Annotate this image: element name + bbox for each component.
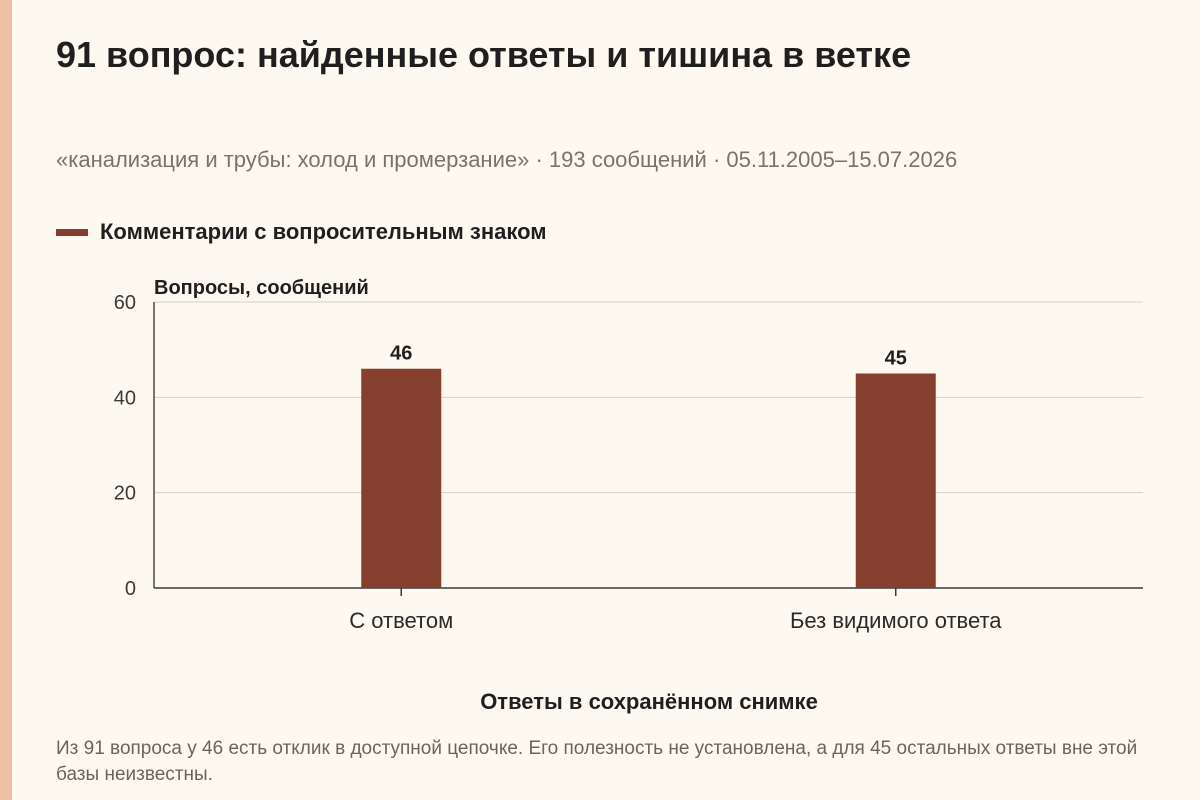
bar	[361, 368, 442, 588]
bar-chart: 0 20 40 60 Вопросы, сообщений 46 С ответом 45 Бе…	[114, 277, 1143, 714]
legend: Комментарии с вопросительным знаком	[56, 219, 547, 245]
legend-swatch	[56, 228, 88, 236]
legend-label: Комментарии с вопросительным знаком	[100, 219, 547, 244]
chart-title: 91 вопрос: найденные ответы и тишина в в…	[56, 34, 912, 75]
x-axis-label: Ответы в сохранённом снимке	[480, 689, 818, 714]
footnote: Из 91 вопроса у 46 есть отклик в доступн…	[56, 738, 1138, 785]
bar	[855, 373, 936, 588]
x-tick-label: С ответом	[349, 608, 453, 633]
y-tick-label: 0	[125, 578, 136, 600]
y-tick-label: 60	[114, 292, 136, 314]
y-tick-label: 40	[114, 387, 136, 409]
x-tick-label: Без видимого ответа	[790, 608, 1002, 633]
chart-subtitle: «канализация и трубы: холод и промерзани…	[56, 147, 958, 172]
data-label: 45	[885, 348, 907, 370]
y-axis-label: Вопросы, сообщений	[154, 277, 369, 299]
y-tick-label: 20	[114, 483, 136, 505]
data-label: 46	[390, 343, 412, 365]
accent-stripe	[0, 0, 12, 800]
